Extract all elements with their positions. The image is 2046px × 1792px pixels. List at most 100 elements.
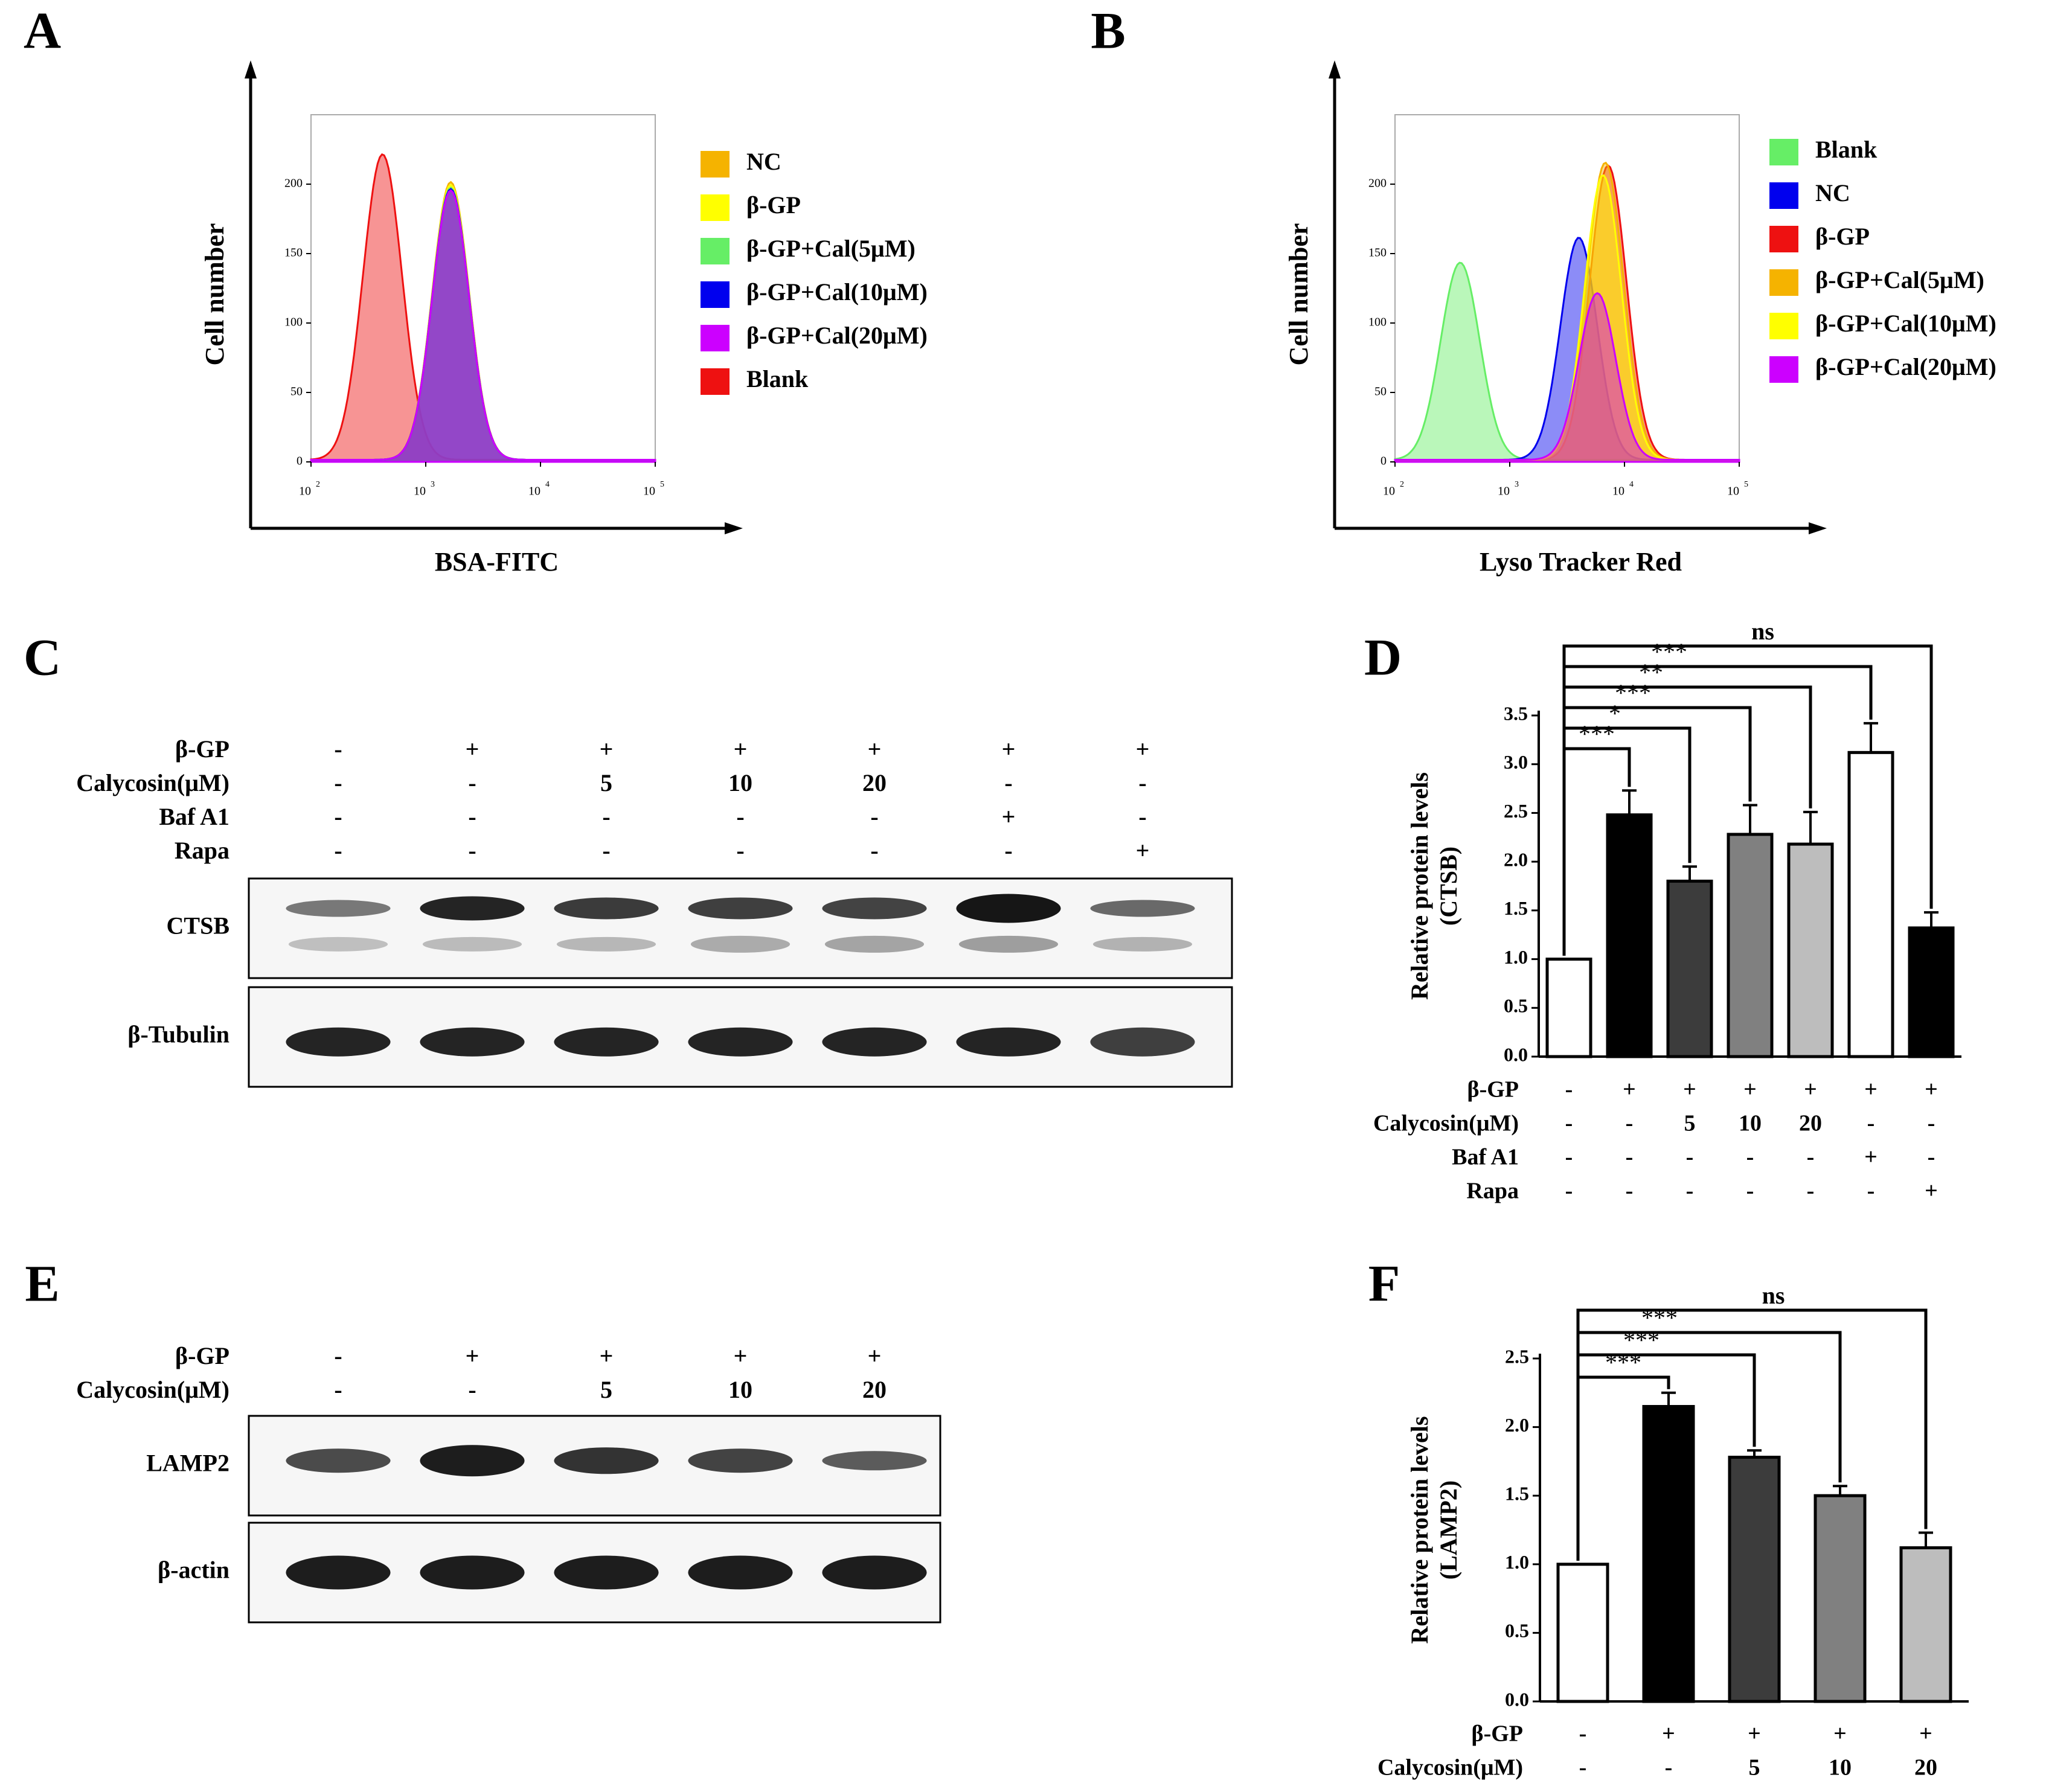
panel-e-band [420,1445,525,1477]
panel-b-legend-swatch [1769,313,1798,339]
panel-d-condition-value: - [1686,1179,1694,1204]
panel-d-condition-value: - [1807,1179,1815,1204]
panel-c-band [554,897,659,920]
panel-f-significance-bracket [1576,1308,1928,1561]
panel-b-legend-swatch [1769,269,1798,296]
panel-c-condition-value: + [466,735,479,763]
panel-d-significance-label: ns [1751,618,1774,645]
panel-d-y-tick-label: 3.5 [1504,702,1528,724]
panel-letter-f: F [1368,1255,1400,1313]
panel-a-legend-label: Blank [746,365,809,392]
panel-b-y-tick-label: 50 [1374,385,1387,398]
panel-d-condition-value: + [1925,1077,1938,1102]
panel-f-condition-value: 20 [1914,1755,1937,1781]
panel-d-y-tick-label: 3.0 [1504,751,1528,773]
panel-a-legend-swatch [701,151,730,178]
panel-c-band [554,1027,659,1057]
panel-b-legend-label: Blank [1815,136,1878,163]
panel-c-condition-value: + [1136,735,1150,763]
panel-b-x-tick-exponent: 4 [1629,480,1634,489]
panel-b-y-axis-label: Cell number [1284,223,1313,366]
panel-c-band [822,897,927,920]
panel-f-condition-value: + [1748,1721,1761,1747]
panel-e-condition-value: + [600,1342,614,1369]
panel-d-condition-value: - [1565,1077,1573,1102]
panel-c-band [420,896,525,921]
panel-f-condition-value: 5 [1749,1755,1760,1781]
panel-c-condition-label: Rapa [175,837,229,864]
panel-b-x-axis-label: Lyso Tracker Red [1480,547,1682,577]
panel-a-x-tick-base: 10 [414,485,426,498]
panel-c-band-minor [690,935,790,953]
panel-a-legend-swatch [701,368,730,395]
panel-c-band [1090,1027,1195,1057]
panel-c-condition-value: - [870,837,878,864]
panel-e-band [286,1448,391,1473]
panel-c-band-minor [288,936,388,952]
panel-a-legend-swatch [701,325,730,351]
panel-e-condition-value: + [868,1342,882,1369]
panel-d-significance-label: *** [1579,720,1615,747]
panel-f-y-tick-label: 1.5 [1505,1483,1529,1505]
panel-b-x-tick-exponent: 3 [1515,480,1519,489]
panel-c-band [956,1027,1061,1057]
panel-d-bar [1727,833,1774,1058]
panel-c-band-minor [958,935,1059,953]
panel-b-legend-label: β-GP+Cal(5μM) [1815,266,1984,293]
panel-c-condition-value: - [602,803,610,830]
panel-d-condition-value: + [1864,1145,1878,1170]
panel-c-condition-value: 5 [600,769,612,796]
panel-d-condition-value: - [1686,1145,1694,1170]
panel-f-condition-value: + [1833,1721,1847,1747]
panel-e-condition-value: 5 [600,1376,612,1403]
panel-c-band [956,894,1061,923]
panel-f-bar [1814,1494,1867,1703]
panel-b-y-tick-label: 200 [1368,177,1387,190]
panel-a-histogram-curve [310,189,656,463]
panel-c-condition-value: - [870,803,878,830]
panel-d-condition-label: Rapa [1466,1179,1519,1204]
panel-c-band-minor [824,935,925,953]
panel-a-legend-label: β-GP+Cal(5μM) [746,235,916,262]
panel-d-bar [1787,842,1834,1058]
panel-f-significance-label: *** [1641,1304,1678,1331]
panel-d-y-tick-label: 2.5 [1504,800,1528,822]
panel-d-y-axis-label: Relative protein levels [1406,772,1433,1000]
panel-d-condition-value: 10 [1739,1111,1762,1136]
panel-f-condition-label: β-GP [1472,1721,1523,1747]
panel-e-band [420,1555,525,1590]
panel-f-significance-label: ns [1762,1282,1785,1309]
panel-e-condition-value: - [334,1342,342,1369]
panel-a-legend-swatch [701,238,730,264]
panel-d-panel: 0.0 0.5 1.0 1.5 2.0 2.5 3.0 3.5 Relative protein… [1373,618,1961,1204]
panel-c-condition-value: - [1004,769,1012,796]
panel-d-condition-value: 5 [1684,1111,1696,1136]
panel-a-x-tick-base: 10 [528,485,540,498]
panel-d-condition-value: + [1804,1077,1817,1102]
panel-c-condition-value: - [602,837,610,864]
panel-e-condition-value: 10 [728,1376,752,1403]
panel-c-condition-value: - [736,837,744,864]
panel-c-condition-value: 20 [862,769,887,796]
panel-c-condition-value: + [600,735,614,763]
panel-letter-e: E [25,1255,59,1313]
panel-d-condition-value: - [1928,1145,1935,1170]
panel-f-bar [1728,1456,1781,1703]
panel-d-y-tick-label: 1.0 [1504,946,1528,968]
panel-a-x-tick-base: 10 [643,485,655,498]
panel-a-legend-label: NC [746,148,781,175]
panel-d-significance-label: *** [1615,679,1651,706]
panel-d-significance-label: *** [1651,638,1687,665]
panel-d-condition-label: Calycosin(μM) [1373,1111,1519,1136]
panel-f-panel: 0.0 0.5 1.0 1.5 2.0 2.5 Relative protein level… [1377,1282,1969,1781]
panel-e-band [688,1448,793,1473]
panel-d-condition-value: - [1746,1179,1754,1204]
panel-b-legend-swatch [1769,356,1798,383]
panel-c-condition-value: + [868,735,882,763]
panel-a-y-arrowhead [245,60,257,78]
panel-d-condition-label: Baf A1 [1452,1145,1519,1170]
panel-e-band [688,1555,793,1590]
panel-e-condition-value: - [334,1376,342,1403]
panel-d-condition-value: + [1925,1179,1938,1204]
panel-a-x-tick-exponent: 5 [660,480,664,489]
